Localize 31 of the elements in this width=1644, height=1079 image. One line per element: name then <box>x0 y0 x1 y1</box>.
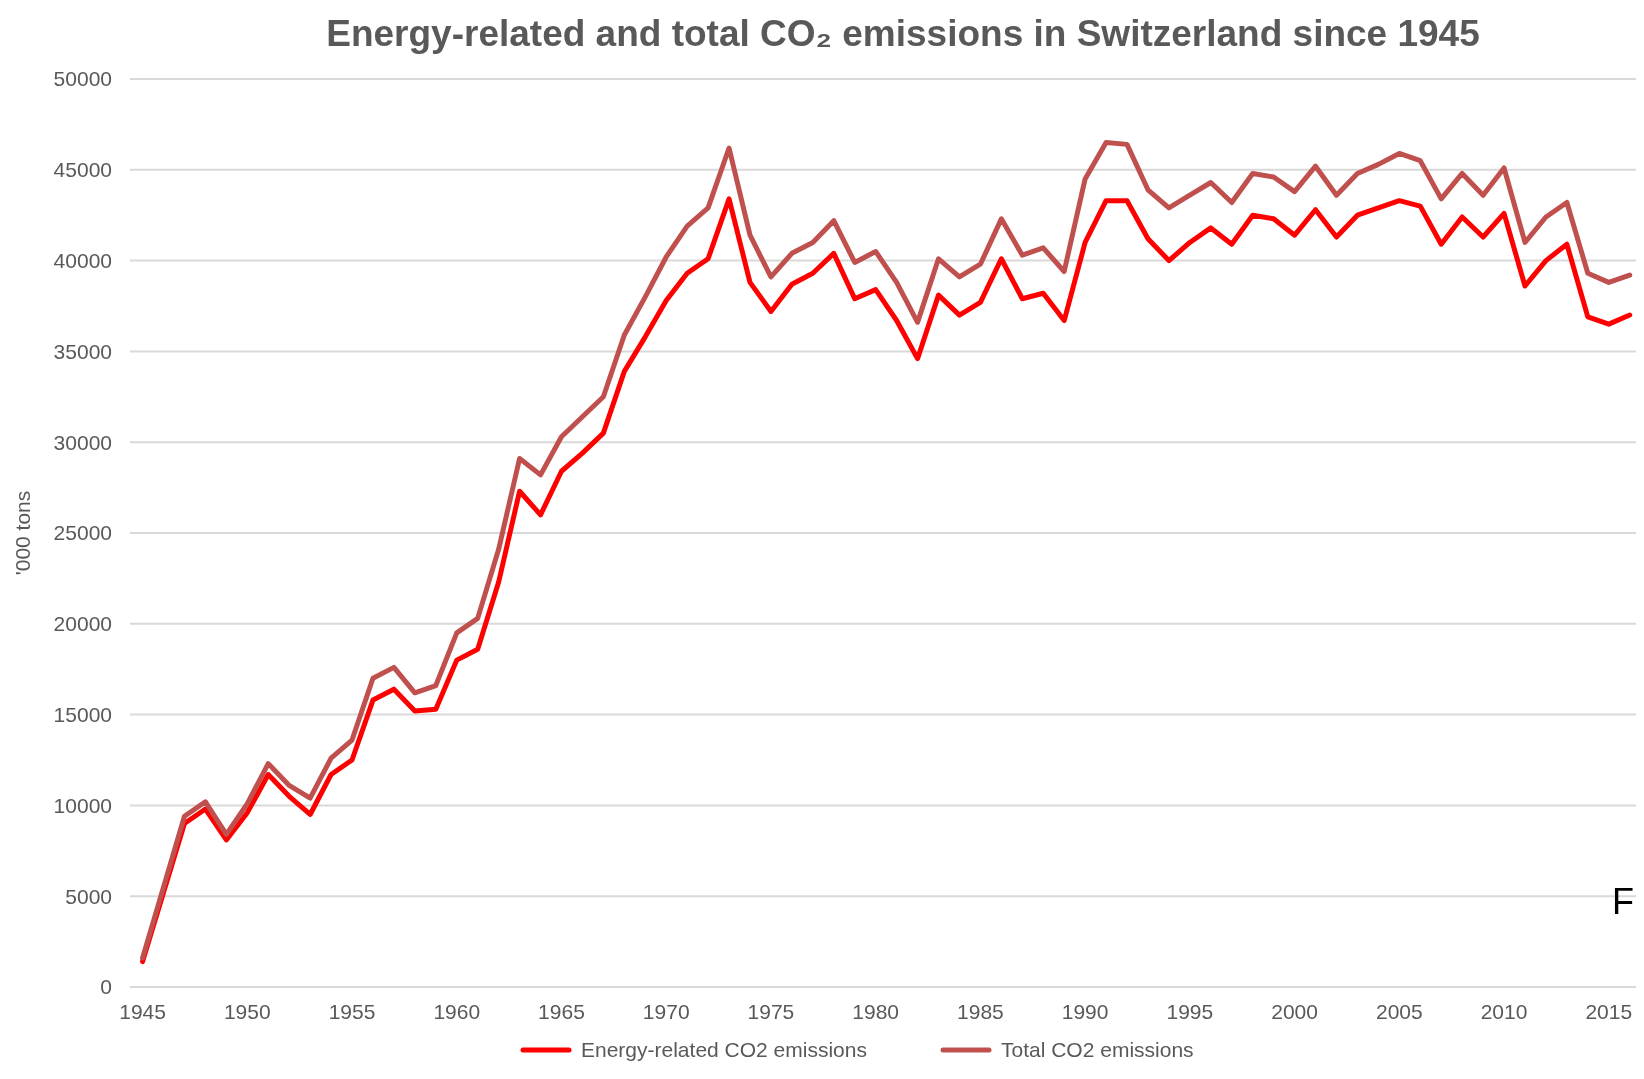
y-tick-label: 0 <box>100 975 112 999</box>
x-tick-label: 1945 <box>119 1000 166 1023</box>
x-tick-label: 1975 <box>747 1000 795 1023</box>
y-tick-label: 25000 <box>53 521 112 545</box>
x-tick-label: 1985 <box>957 1000 1004 1023</box>
x-tick-label: 2010 <box>1480 1000 1528 1023</box>
y-tick-label: 30000 <box>53 430 112 454</box>
x-tick-label: 1965 <box>538 1000 585 1023</box>
x-tick-label: 2000 <box>1271 1000 1318 1023</box>
y-tick-label: 20000 <box>53 612 112 636</box>
y-tick-label: 35000 <box>53 339 112 363</box>
legend-label: Energy-related CO2 emissions <box>581 1038 867 1061</box>
x-tick-label: 1955 <box>328 1000 376 1023</box>
x-tick-label: 1970 <box>642 1000 690 1023</box>
annotation: F <box>1612 881 1634 923</box>
y-tick-label: 40000 <box>53 248 112 272</box>
y-tick-label: 10000 <box>53 793 112 817</box>
y-tick-label: 50000 <box>53 67 112 91</box>
y-tick-label: 5000 <box>65 884 112 908</box>
y-axis-title: '000 tons <box>11 490 34 576</box>
legend-label: Total CO2 emissions <box>1001 1038 1194 1061</box>
x-tick-label: 2015 <box>1585 1000 1633 1023</box>
x-tick-label: 1950 <box>223 1000 271 1023</box>
x-tick-label: 1990 <box>1061 1000 1109 1023</box>
x-tick-label: 2005 <box>1375 1000 1423 1023</box>
x-tick-label: 1960 <box>433 1000 481 1023</box>
x-tick-label: 1995 <box>1166 1000 1214 1023</box>
chart-title: Energy-related and total CO₂ emissions in Switzerland since 1945 <box>326 13 1480 54</box>
y-tick-label: 15000 <box>53 702 112 726</box>
y-tick-label: 45000 <box>53 158 112 182</box>
x-tick-label: 1980 <box>852 1000 900 1023</box>
